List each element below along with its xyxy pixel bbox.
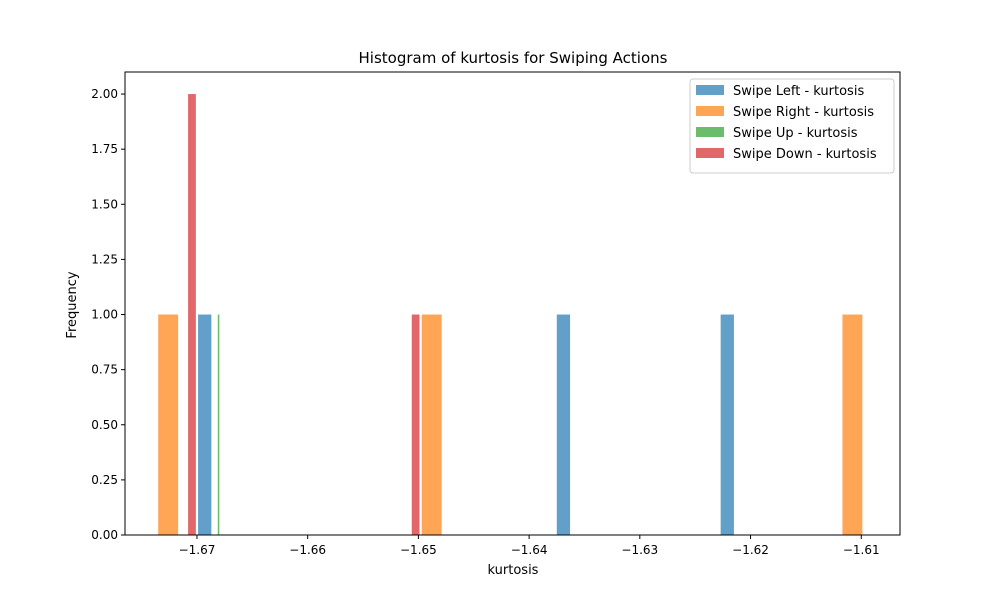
x-tick-label: −1.61 xyxy=(843,543,880,557)
legend-label: Swipe Down - kurtosis xyxy=(733,147,877,162)
histogram-bar xyxy=(411,314,420,535)
legend-swatch xyxy=(696,148,724,158)
x-tick-label: −1.62 xyxy=(732,543,769,557)
chart-title: Histogram of kurtosis for Swiping Action… xyxy=(359,49,668,67)
plot-frame xyxy=(124,71,901,536)
y-tick-label: 1.75 xyxy=(91,142,118,156)
y-tick-label: 1.50 xyxy=(91,197,118,211)
axes-layer: −1.67 −1.66 −1.65 −1.64 −1.63 −1.62 −1.61 0.00 0… xyxy=(91,71,901,557)
legend-swatch xyxy=(696,85,724,95)
histogram-bar xyxy=(720,314,734,535)
legend-label: Swipe Left - kurtosis xyxy=(733,84,864,99)
bars-layer xyxy=(158,94,863,536)
y-tick-label: 1.00 xyxy=(91,308,118,322)
x-tick-label: −1.66 xyxy=(289,543,326,557)
legend-box xyxy=(689,78,895,174)
x-axis-label: kurtosis xyxy=(488,563,539,578)
legend-label: Swipe Up - kurtosis xyxy=(733,126,858,141)
histogram-bar xyxy=(217,314,220,535)
legend: Swipe Left - kurtosis Swipe Right - kurto… xyxy=(689,78,895,174)
y-tick-label: 0.50 xyxy=(91,418,118,432)
histogram-bar xyxy=(188,94,196,536)
x-tick-label: −1.67 xyxy=(179,543,216,557)
legend-swatch xyxy=(696,127,724,137)
x-tick-label: −1.63 xyxy=(621,543,658,557)
histogram-bar xyxy=(158,314,179,535)
y-axis-label: Frequency xyxy=(65,271,80,338)
y-tick-label: 0.25 xyxy=(91,473,118,487)
legend-swatch xyxy=(696,106,724,116)
histogram-bar xyxy=(198,314,212,535)
y-tick-label: 2.00 xyxy=(91,87,118,101)
y-tick-label: 0.00 xyxy=(91,528,118,542)
histogram-bar xyxy=(556,314,571,535)
x-tick-label: −1.64 xyxy=(511,543,548,557)
legend-label: Swipe Right - kurtosis xyxy=(733,105,874,120)
y-tick-label: 1.25 xyxy=(91,252,118,266)
histogram-bar xyxy=(421,314,442,535)
x-tick-label: −1.65 xyxy=(400,543,437,557)
histogram-bar xyxy=(842,314,863,535)
y-tick-label: 0.75 xyxy=(91,363,118,377)
